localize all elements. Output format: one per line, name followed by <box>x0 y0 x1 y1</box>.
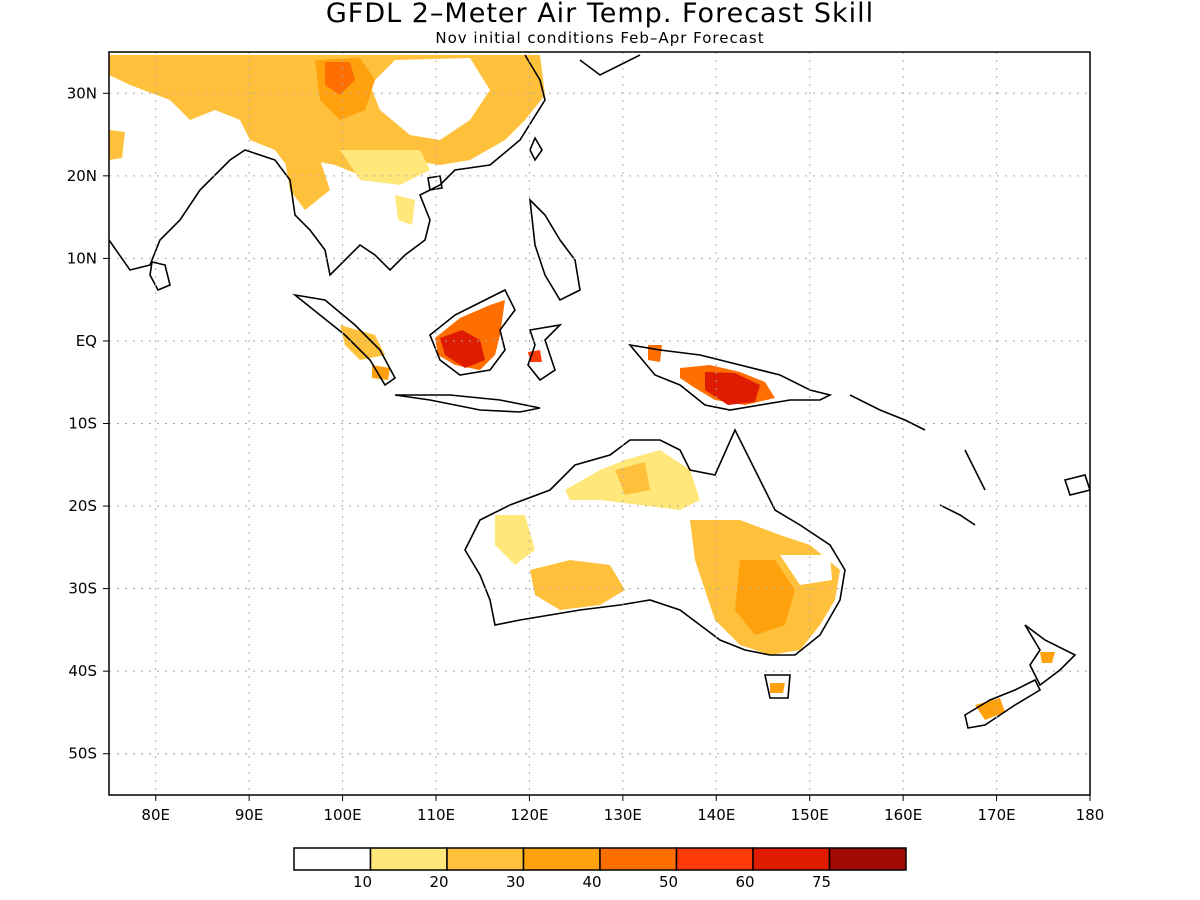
coast-taiwan <box>529 136 543 162</box>
shade-borneo-core <box>440 330 485 368</box>
coast-nz-south <box>964 678 1042 729</box>
lon-label: 180 <box>1076 806 1105 824</box>
shade-sumatra <box>340 325 385 360</box>
coast-sumatra <box>292 293 397 387</box>
shade-china-red <box>325 62 355 95</box>
colorbar-swatch <box>828 847 907 871</box>
colorbar-label: 50 <box>659 873 678 891</box>
colorbar-swatch <box>522 847 601 871</box>
lat-label: 30S <box>68 580 97 598</box>
lon-label: 90E <box>235 806 264 824</box>
shade-nz-north <box>1040 652 1055 663</box>
shade-new-guinea-core <box>705 372 760 405</box>
lat-label: 10N <box>67 249 97 267</box>
coast-new-guinea <box>628 343 833 411</box>
colorbar-label: 20 <box>429 873 448 891</box>
lon-label: 100E <box>324 806 362 824</box>
shade-tasmania <box>770 683 785 693</box>
map-title: GFDL 2–Meter Air Temp. Forecast Skill <box>325 0 875 29</box>
lon-label: 150E <box>791 806 829 824</box>
colorbar-swatch <box>675 847 754 871</box>
coast-sulawesi <box>527 323 563 382</box>
lon-label: 130E <box>604 806 642 824</box>
lon-label: 170E <box>978 806 1016 824</box>
coast-fiji <box>1063 474 1090 496</box>
lat-label: 40S <box>68 662 97 680</box>
colorbar-swatch <box>599 847 678 871</box>
colorbar-label: 30 <box>506 873 525 891</box>
coast-korea-japan <box>579 54 641 76</box>
shade-aus-west <box>495 515 535 565</box>
coast-tasmania <box>764 674 791 699</box>
colorbar-labels: 10 20 30 40 50 60 75 <box>353 873 831 891</box>
shade-sumatra-s <box>372 365 390 380</box>
shade-aus-top-end <box>615 462 650 495</box>
latitude-labels: 30N 20N 10N EQ 10S 20S 30S 40S 50S <box>67 84 97 762</box>
skill-shading <box>109 55 1055 720</box>
shade-burma <box>285 160 330 210</box>
coast-nz-north <box>1024 624 1077 687</box>
shade-aus-central <box>530 560 625 610</box>
lon-label: 140E <box>697 806 735 824</box>
graticule <box>109 52 1091 795</box>
lat-label: 50S <box>68 745 97 763</box>
shade-china-south <box>340 150 430 185</box>
coastlines <box>109 54 1090 729</box>
lon-label: 110E <box>417 806 455 824</box>
shade-aus-east-white <box>780 555 832 585</box>
colorbar-swatch <box>446 847 525 871</box>
lon-label: 160E <box>884 806 922 824</box>
lon-label: 120E <box>510 806 548 824</box>
coast-asia <box>109 54 546 277</box>
lat-label: 20S <box>68 497 97 515</box>
longitude-labels: 80E 90E 100E 110E 120E 130E 140E 150E 160E 170E 18… <box>141 806 1104 824</box>
map-subtitle: Nov initial conditions Feb–Apr Forecast <box>435 29 765 47</box>
lat-label: EQ <box>76 332 97 350</box>
shade-vietnam <box>395 195 415 225</box>
colorbar <box>293 847 907 871</box>
colorbar-label: 10 <box>353 873 372 891</box>
coast-hainan <box>427 175 443 191</box>
colorbar-swatch <box>369 847 448 871</box>
coast-philippines <box>528 197 581 302</box>
colorbar-swatch <box>293 847 372 871</box>
shade-aus-east-core <box>735 560 795 635</box>
shade-nz-south <box>975 698 1005 720</box>
coast-vanuatu <box>964 449 986 491</box>
lat-label: 10S <box>68 415 97 433</box>
colorbar-swatch <box>752 847 831 871</box>
shade-india-edge <box>109 130 125 160</box>
colorbar-label: 60 <box>735 873 754 891</box>
coast-new-caledonia <box>939 504 976 526</box>
coast-java <box>394 394 541 413</box>
shade-east-asia-white <box>370 58 490 140</box>
axis-ticks <box>103 92 1091 801</box>
lon-label: 80E <box>141 806 170 824</box>
coast-borneo <box>429 288 516 376</box>
coast-sri-lanka <box>149 261 171 292</box>
lat-label: 20N <box>67 167 97 185</box>
colorbar-label: 40 <box>582 873 601 891</box>
colorbar-label: 75 <box>812 873 831 891</box>
lat-label: 30N <box>67 84 97 102</box>
coast-solomons <box>849 394 926 431</box>
